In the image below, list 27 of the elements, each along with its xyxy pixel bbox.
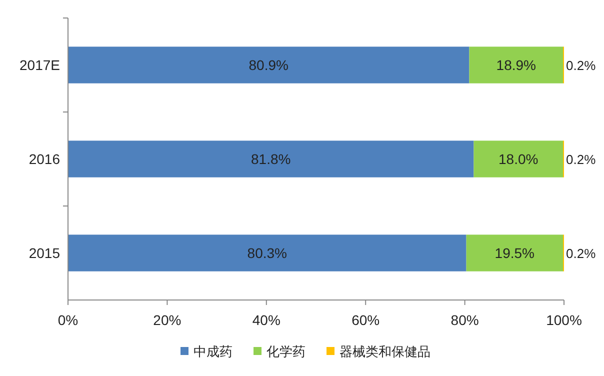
data-label: 0.2% bbox=[566, 246, 596, 261]
x-tick-label: 100% bbox=[546, 312, 582, 328]
y-tick-label: 2016 bbox=[28, 151, 60, 167]
data-label: 19.5% bbox=[494, 245, 534, 261]
data-label: 18.0% bbox=[498, 151, 538, 167]
data-label: 81.8% bbox=[251, 151, 291, 167]
data-label: 80.3% bbox=[247, 245, 287, 261]
bar bbox=[474, 140, 564, 178]
bar bbox=[466, 234, 564, 272]
x-tick-label: 80% bbox=[450, 312, 479, 328]
x-tick-label: 40% bbox=[252, 312, 280, 328]
y-tick-label: 2017E bbox=[20, 57, 60, 73]
legend-label: 化学药 bbox=[266, 344, 306, 359]
data-label: 80.9% bbox=[248, 57, 288, 73]
data-label: 0.2% bbox=[566, 152, 596, 167]
bar bbox=[68, 234, 466, 272]
bar bbox=[68, 140, 474, 178]
legend-label: 中成药 bbox=[194, 344, 232, 359]
y-tick-label: 2015 bbox=[28, 245, 60, 261]
x-tick-label: 60% bbox=[352, 312, 380, 328]
bar bbox=[68, 46, 470, 84]
x-tick-label: 0% bbox=[58, 312, 78, 328]
data-label: 18.9% bbox=[496, 57, 536, 73]
legend-label: 器械类和保健品 bbox=[340, 344, 430, 359]
bar bbox=[469, 46, 564, 84]
x-tick-label: 20% bbox=[153, 312, 182, 328]
data-label: 0.2% bbox=[566, 58, 596, 73]
